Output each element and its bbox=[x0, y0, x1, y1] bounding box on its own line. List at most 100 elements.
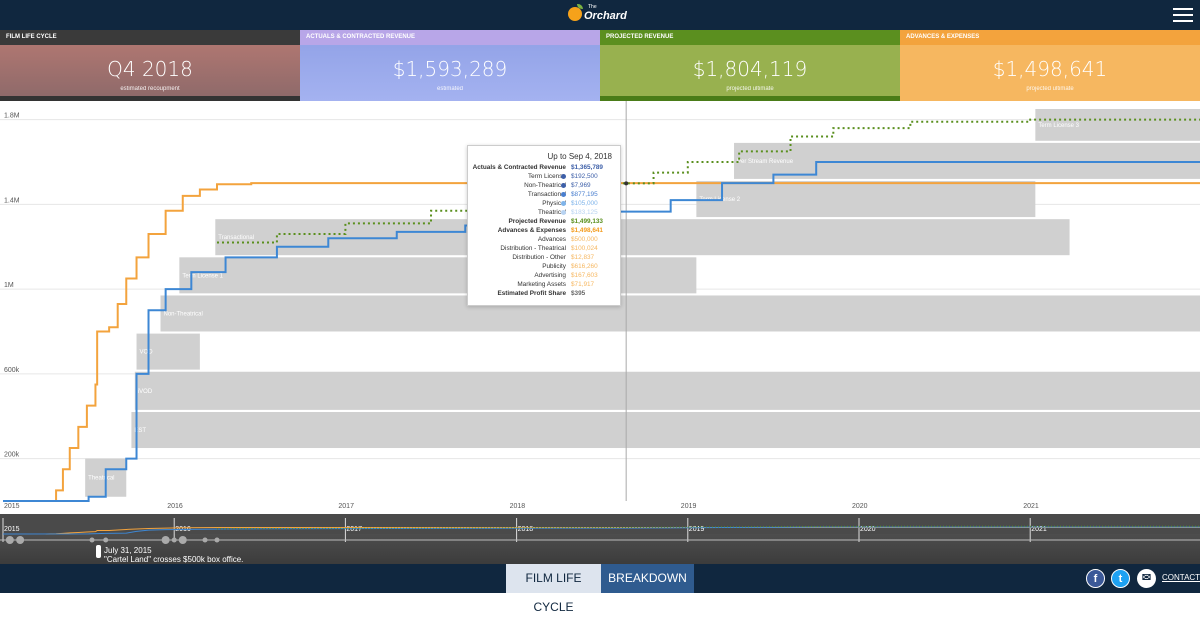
tooltip-label: Theatrical bbox=[537, 209, 566, 216]
event-pin-icon[interactable] bbox=[96, 545, 101, 558]
band-label: iVOD bbox=[138, 389, 153, 395]
timeline-event: July 31, 2015 "Cartel Land" crosses $500… bbox=[104, 546, 243, 564]
tooltip-value: $1,498,641 bbox=[571, 227, 603, 234]
timeline-event-marker bbox=[161, 536, 170, 544]
band-label: Term License 1 bbox=[182, 273, 223, 279]
tooltip-label: Transactional bbox=[527, 191, 566, 198]
panel-value: $1,593,289 bbox=[392, 57, 508, 81]
revenue-band bbox=[734, 142, 1200, 179]
actuals-revenue-panel[interactable]: ACTUALS & CONTRACTED REVENUE $1,593,289 … bbox=[300, 30, 600, 101]
tab-breakdown[interactable]: BREAKDOWN bbox=[601, 564, 694, 593]
contact-link[interactable]: CONTACT bbox=[1162, 573, 1200, 582]
series-line bbox=[3, 160, 1200, 502]
tooltip-label: Publicity bbox=[542, 263, 566, 270]
tooltip-row: Theatrical $183,125 bbox=[468, 209, 622, 218]
panel-heading: ACTUALS & CONTRACTED REVENUE bbox=[300, 30, 600, 45]
tooltip-row: Term License $192,500 bbox=[468, 173, 622, 182]
tooltip-row: Advertising $167,603 bbox=[468, 272, 622, 281]
projected-revenue-panel[interactable]: PROJECTED REVENUE $1,804,119 projected u… bbox=[600, 30, 900, 101]
timeline-event-marker bbox=[178, 536, 187, 544]
tooltip-value: $500,000 bbox=[571, 236, 598, 243]
x-tick-label: 2020 bbox=[852, 503, 868, 510]
tooltip-value: $616,260 bbox=[571, 263, 598, 270]
timeline-event-marker bbox=[214, 537, 220, 543]
panel-heading: ADVANCES & EXPENSES bbox=[900, 30, 1200, 45]
panel-subtitle: estimated recoupment bbox=[120, 86, 180, 92]
tooltip-label: Distribution - Theatrical bbox=[500, 245, 566, 252]
summary-panels: FILM LIFE CYCLE Q4 2018 estimated recoup… bbox=[0, 30, 1200, 101]
chart-tooltip: Up to Sep 4, 2018 Actuals & Contracted R… bbox=[467, 145, 621, 306]
tooltip-row: Transactional $877,195 bbox=[468, 191, 622, 200]
panel-subtitle: estimated bbox=[436, 86, 463, 92]
tooltip-row: Advances $500,000 bbox=[468, 236, 622, 245]
y-tick-label: 1.8M bbox=[4, 113, 20, 120]
tooltip-value: $167,603 bbox=[571, 272, 598, 279]
top-bar: The Orchard bbox=[0, 0, 1200, 30]
timeline-event-marker bbox=[5, 536, 14, 544]
band-label: Per Stream Revenue bbox=[737, 159, 794, 165]
chart-canvas[interactable]: 1.8M 1.4M 1M 600k 200k Theatrical EST iVOD VOD No… bbox=[0, 101, 1200, 514]
timeline-series-line bbox=[45, 527, 1200, 535]
tooltip-label: Actuals & Contracted Revenue bbox=[472, 164, 566, 171]
x-tick-label: 2021 bbox=[1023, 503, 1039, 510]
tooltip-value: $100,024 bbox=[571, 245, 598, 252]
series-dot-icon bbox=[561, 174, 566, 179]
tooltip-row: Distribution - Theatrical $100,024 bbox=[468, 245, 622, 254]
series-dot-icon bbox=[561, 183, 566, 188]
timeline-series-line bbox=[216, 525, 1200, 530]
orchard-logo[interactable]: The Orchard bbox=[568, 4, 638, 26]
tooltip-row: Distribution - Other $12,837 bbox=[468, 254, 622, 263]
orange-icon bbox=[568, 7, 582, 21]
tab-film-life-cycle[interactable]: FILM LIFE CYCLE bbox=[506, 564, 601, 614]
timeline-canvas[interactable]: 2015 2016 2017 2018 2019 2020 2021 bbox=[0, 514, 1200, 564]
timeline-event-marker bbox=[202, 537, 208, 543]
event-text: "Cartel Land" crosses $500k box office. bbox=[104, 555, 244, 564]
email-icon[interactable]: ✉ bbox=[1137, 569, 1156, 588]
y-tick-label: 200k bbox=[4, 452, 20, 459]
tooltip-value: $7,969 bbox=[571, 182, 591, 189]
tooltip-value: $877,195 bbox=[571, 191, 598, 198]
timeline-year-label: 2018 bbox=[518, 526, 534, 533]
timeline-year-label: 2017 bbox=[346, 526, 362, 533]
tooltip-title: Up to Sep 4, 2018 bbox=[547, 152, 613, 161]
tooltip-label: Marketing Assets bbox=[517, 281, 566, 288]
series-dot-icon bbox=[561, 201, 566, 206]
band-label: Transactional bbox=[218, 235, 254, 241]
advances-expenses-panel[interactable]: ADVANCES & EXPENSES $1,498,641 projected… bbox=[900, 30, 1200, 101]
revenue-band bbox=[696, 181, 1036, 218]
hamburger-menu-icon[interactable] bbox=[1173, 8, 1193, 22]
series-line bbox=[45, 182, 1200, 502]
revenue-chart[interactable]: 1.8M 1.4M 1M 600k 200k Theatrical EST iVOD VOD No… bbox=[0, 101, 1200, 514]
tooltip-value: $1,365,789 bbox=[571, 164, 603, 171]
tooltip-label: Advances & Expenses bbox=[497, 227, 566, 234]
timeline-event-marker bbox=[103, 537, 109, 543]
y-tick-label: 1M bbox=[4, 282, 14, 289]
logo-text: Orchard bbox=[584, 10, 627, 22]
bottom-bar: FILM LIFE CYCLE BREAKDOWN f t ✉ CONTACT bbox=[0, 564, 1200, 614]
x-tick-label: 2015 bbox=[4, 503, 20, 510]
tooltip-value: $105,000 bbox=[571, 200, 598, 207]
twitter-icon[interactable]: t bbox=[1111, 569, 1130, 588]
panel-value: $1,804,119 bbox=[692, 57, 808, 81]
timeline-year-label: 2021 bbox=[1031, 526, 1047, 533]
tooltip-row: Estimated Profit Share $395 bbox=[468, 290, 622, 299]
tooltip-value: $183,125 bbox=[571, 209, 598, 216]
timeline-event-marker bbox=[89, 537, 95, 543]
timeline-year-label: 2015 bbox=[4, 526, 20, 533]
facebook-icon[interactable]: f bbox=[1086, 569, 1105, 588]
revenue-band bbox=[1035, 109, 1200, 141]
timeline-event-marker bbox=[16, 536, 25, 544]
event-date: July 31, 2015 bbox=[104, 546, 152, 555]
timeline-event-marker bbox=[171, 537, 177, 543]
film-life-cycle-panel[interactable]: FILM LIFE CYCLE Q4 2018 estimated recoup… bbox=[0, 30, 300, 101]
tooltip-label: Non-Theatrical bbox=[524, 182, 566, 189]
tooltip-row: Marketing Assets $71,917 bbox=[468, 281, 622, 290]
x-tick-label: 2016 bbox=[167, 503, 183, 510]
tooltip-label: Estimated Profit Share bbox=[497, 290, 566, 297]
series-line bbox=[217, 118, 1200, 244]
x-tick-label: 2017 bbox=[338, 503, 354, 510]
tooltip-row: Publicity $616,260 bbox=[468, 263, 622, 272]
timeline-scrubber[interactable]: 2015 2016 2017 2018 2019 2020 2021 July 31, 20… bbox=[0, 514, 1200, 564]
tooltip-label: Advances bbox=[537, 236, 566, 243]
band-label: VOD bbox=[140, 350, 154, 356]
